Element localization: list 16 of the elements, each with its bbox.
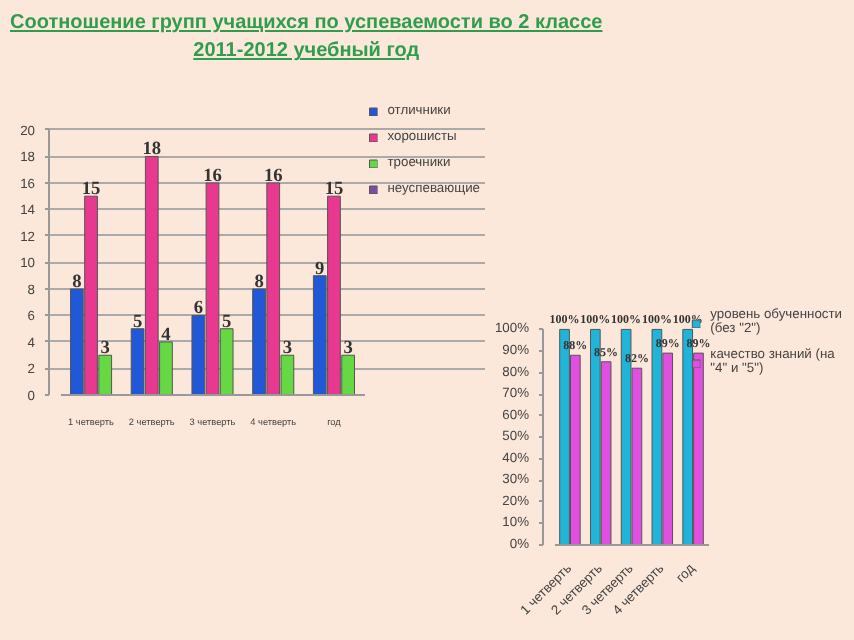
- data-label: 8: [254, 272, 265, 293]
- data-label: 8: [72, 272, 83, 293]
- data-label: 3: [100, 339, 111, 360]
- data-label: 15: [324, 180, 344, 201]
- data-label: 5: [132, 312, 143, 333]
- data-label: 3: [343, 339, 354, 360]
- data-label: 15: [81, 180, 102, 201]
- data-label: 16: [263, 166, 284, 187]
- data-label: 5: [222, 312, 233, 333]
- data-label: 4: [161, 325, 172, 346]
- data-label: 3: [282, 339, 293, 360]
- chart-title: Соотношение групп учащихся по успеваемости во 2 классе 2011-2012 учебный год: [10, 10, 603, 67]
- data-label: 16: [203, 166, 223, 187]
- data-label: 9: [315, 259, 326, 280]
- data-label: 6: [193, 299, 204, 320]
- data-label: 18: [142, 140, 162, 161]
